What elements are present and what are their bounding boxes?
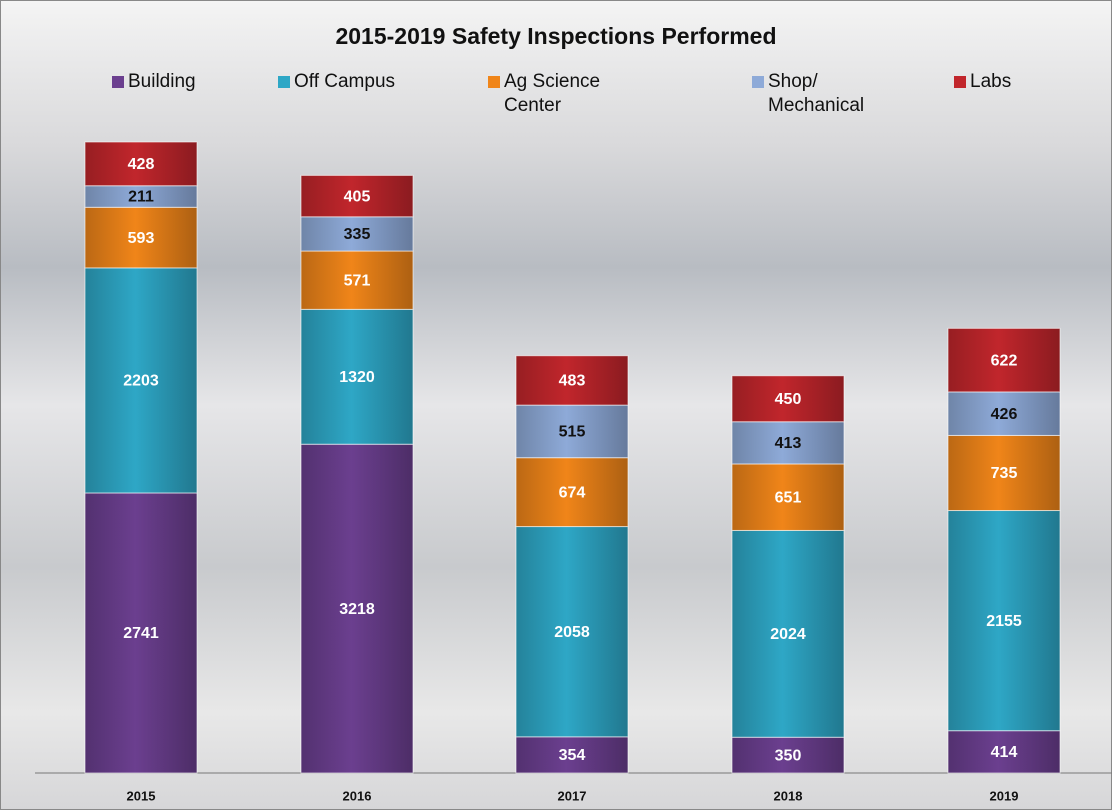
- x-tick-label: 2016: [343, 788, 372, 803]
- legend-swatch: [488, 76, 500, 88]
- data-label: 405: [344, 188, 371, 205]
- bar-segment: [84, 267, 198, 494]
- bar-segment: [515, 526, 629, 738]
- bar-segment: [300, 443, 414, 774]
- data-label: 651: [775, 489, 802, 506]
- legend-item: Shop/ Mechanical: [752, 70, 908, 118]
- bar-segment: [515, 736, 629, 774]
- data-label: 350: [775, 747, 802, 764]
- data-label: 413: [775, 435, 802, 452]
- bar-segment: [300, 216, 414, 252]
- legend-swatch: [112, 76, 124, 88]
- legend-label: Shop/ Mechanical: [768, 71, 865, 116]
- bar-segment: [947, 510, 1061, 732]
- bar-segment: [300, 174, 414, 218]
- data-label: 2058: [554, 624, 590, 641]
- legend-item: Ag Science Center: [488, 70, 644, 118]
- data-label: 426: [991, 406, 1018, 423]
- legend-item: Labs: [954, 70, 1110, 94]
- data-label: 3218: [339, 601, 375, 618]
- legend-item: Off Campus: [278, 70, 434, 94]
- x-tick-label: 2019: [990, 788, 1019, 803]
- data-label: 674: [559, 484, 586, 501]
- x-tick-label: 2015: [127, 788, 156, 803]
- data-label: 335: [344, 226, 371, 243]
- data-label: 428: [128, 156, 155, 173]
- data-label: 2203: [123, 373, 159, 390]
- bar-segment: [515, 404, 629, 459]
- legend-swatch: [278, 76, 290, 88]
- legend-item: Building: [112, 70, 268, 94]
- bar-segment: [731, 375, 845, 423]
- data-label: 414: [991, 744, 1018, 761]
- data-label: 211: [128, 189, 154, 206]
- data-label: 483: [559, 373, 586, 390]
- legend-label: Building: [128, 71, 196, 92]
- bar-segment: [515, 355, 629, 406]
- data-label: 354: [559, 747, 586, 764]
- data-label: 735: [991, 465, 1018, 482]
- legend-swatch: [752, 76, 764, 88]
- bar-segment: [515, 457, 629, 528]
- data-label: 1320: [339, 369, 375, 386]
- x-tick-label: 2018: [774, 788, 803, 803]
- bar-segment: [947, 327, 1061, 393]
- bar-segment: [300, 308, 414, 445]
- data-label: 515: [559, 424, 586, 441]
- bar-segment: [947, 730, 1061, 774]
- data-label: 622: [991, 352, 1018, 369]
- bar-segment: [84, 141, 198, 187]
- legend-swatch: [954, 76, 966, 88]
- bar-segment: [731, 529, 845, 738]
- bar-segment: [947, 391, 1061, 436]
- data-label: 2741: [123, 625, 159, 642]
- bar-segment: [731, 421, 845, 465]
- data-label: 593: [128, 230, 155, 247]
- legend-label: Labs: [970, 71, 1012, 92]
- data-label: 2024: [770, 626, 806, 643]
- data-label: 571: [344, 272, 371, 289]
- bar-segment: [947, 434, 1061, 512]
- legend: Building Off Campus Ag Science Center Shop/…: [0, 62, 1112, 132]
- x-tick-label: 2017: [558, 788, 587, 803]
- legend-label: Ag Science Center: [504, 71, 601, 116]
- data-label: 450: [775, 391, 802, 408]
- bar-segment: [731, 736, 845, 774]
- data-label: 2155: [986, 613, 1022, 630]
- legend-label: Off Campus: [294, 71, 396, 92]
- chart-title: 2015-2019 Safety Inspections Performed: [335, 23, 776, 49]
- bar-segment: [84, 206, 198, 269]
